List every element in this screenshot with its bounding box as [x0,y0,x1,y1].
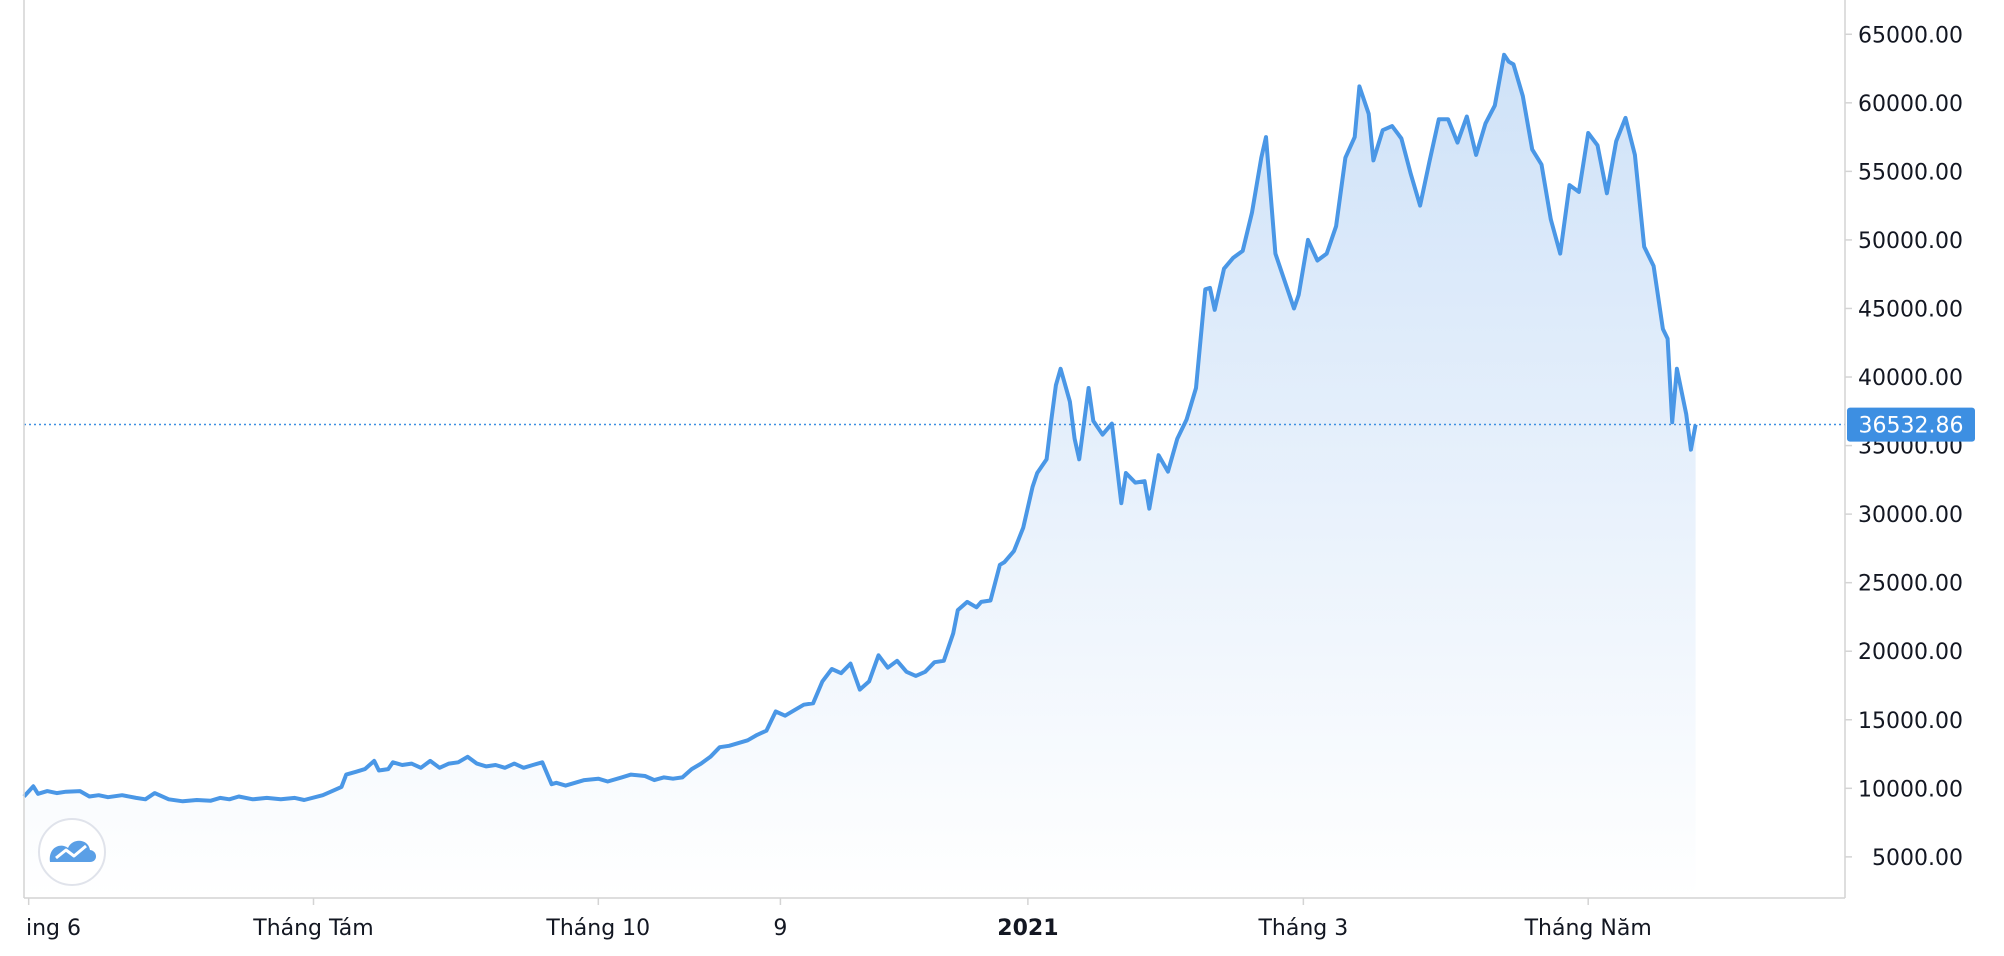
y-tick-label: 50000.00 [1858,229,1963,254]
y-tick-label: 25000.00 [1858,572,1963,597]
axes [23,0,1846,899]
price-area-fill [24,54,1696,899]
y-tick-label: 45000.00 [1858,297,1963,322]
x-tick-label: 9 [773,916,787,941]
tradingview-cloud-icon[interactable] [38,818,106,886]
price-series-line [22,52,1698,804]
last-price-badge: 36532.86 [1847,407,1975,442]
plot-area [22,52,1698,899]
x-tick-label: 2021 [997,916,1058,941]
x-axis-ticks: ing 6 Tháng Tám Tháng 10 9 2021 Tháng 3 Tháng … [26,898,1652,941]
y-tick-label: 20000.00 [1858,640,1963,665]
y-tick-label: 10000.00 [1858,777,1963,802]
y-tick-label: 30000.00 [1858,503,1963,528]
x-tick-label: ing 6 [26,916,81,941]
y-tick-label: 60000.00 [1858,92,1963,117]
y-axis-ticks: 5000.00 10000.00 15000.00 20000.00 25000.00 3… [1845,23,1963,871]
y-tick-label: 55000.00 [1858,160,1963,185]
y-tick-label: 40000.00 [1858,366,1963,391]
x-tick-label: Tháng 3 [1257,916,1348,941]
y-tick-label: 65000.00 [1858,23,1963,48]
last-price-label: 36532.86 [1859,414,1964,439]
last-price-badge-bg [1847,407,1975,442]
y-tick-label: 5000.00 [1872,846,1963,871]
x-tick-label: Tháng 10 [545,916,650,941]
y-tick-label: 15000.00 [1858,709,1963,734]
x-tick-label: Tháng Năm [1524,916,1652,941]
x-tick-label: Tháng Tám [252,916,373,941]
